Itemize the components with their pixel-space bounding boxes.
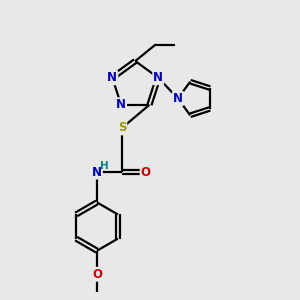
- Text: N: N: [116, 98, 126, 111]
- Text: N: N: [107, 71, 117, 84]
- Text: S: S: [118, 122, 126, 134]
- Text: N: N: [92, 166, 102, 178]
- Text: N: N: [173, 92, 183, 105]
- Text: N: N: [153, 71, 163, 84]
- Text: H: H: [100, 160, 109, 171]
- Text: O: O: [141, 166, 151, 178]
- Text: O: O: [92, 268, 102, 281]
